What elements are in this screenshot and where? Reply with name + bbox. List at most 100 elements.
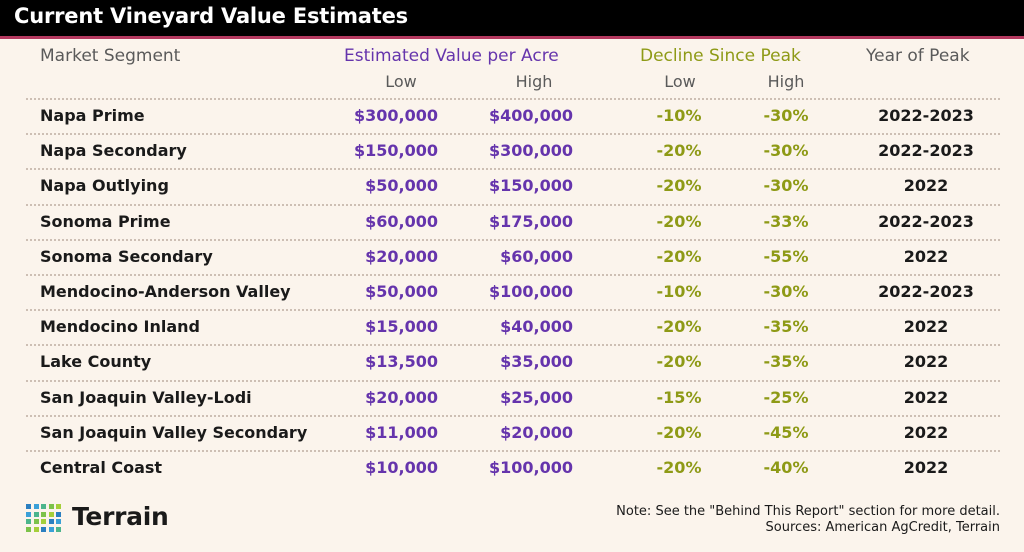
value-low: $15,000 <box>365 317 438 337</box>
logo-dot <box>33 511 39 517</box>
logo-dot <box>41 519 46 524</box>
subheader-value-low: Low <box>385 72 417 91</box>
logo-dot <box>41 504 46 509</box>
table-row: Napa Secondary $150,000 $300,000 -20% -30% 20… <box>26 133 1000 168</box>
subheader-decline-low: Low <box>664 72 696 91</box>
logo-dot <box>26 519 31 524</box>
footer-note: Note: See the "Behind This Report" secti… <box>616 504 1000 536</box>
decline-high: -30% <box>763 106 809 125</box>
decline-high: -45% <box>763 422 809 442</box>
decline-high: -35% <box>763 352 809 372</box>
value-low: $60,000 <box>365 211 438 231</box>
value-high: $150,000 <box>488 176 573 196</box>
sources-text: Sources: American AgCredit, Terrain <box>765 520 1000 535</box>
logo-dot <box>56 511 61 517</box>
logo-dot <box>56 504 61 509</box>
header-estimated-value: Estimated Value per Acre <box>344 46 559 66</box>
value-low: $300,000 <box>353 106 438 125</box>
decline-high: -30% <box>763 176 809 196</box>
decline-high: -25% <box>763 387 809 407</box>
value-high: $60,000 <box>500 246 573 266</box>
value-low: $150,000 <box>353 141 438 161</box>
table-row: Central Coast $10,000 $100,000 -20% -40% 2022 <box>26 450 1000 485</box>
title-bar: Current Vineyard Value Estimates <box>0 0 1024 39</box>
logo-dot <box>56 519 61 524</box>
year-of-peak: 2022-2023 <box>878 106 974 125</box>
decline-low: -10% <box>656 106 702 125</box>
logo-dot <box>33 504 39 509</box>
logo-dot <box>26 511 31 517</box>
decline-low: -20% <box>656 458 702 477</box>
decline-low: -20% <box>656 422 702 442</box>
value-low: $11,000 <box>365 422 438 442</box>
table-row: Sonoma Secondary $20,000 $60,000 -20% -55% 20… <box>26 238 1000 274</box>
decline-high: -33% <box>763 211 809 231</box>
terrain-dot-grid-icon <box>26 504 62 534</box>
year-of-peak: 2022 <box>903 176 949 196</box>
logo-dot <box>33 526 39 532</box>
logo-dot <box>56 526 61 532</box>
value-low: $20,000 <box>365 387 438 407</box>
table-row: Lake County $13,500 $35,000 -20% -35% 2022 <box>26 344 1000 379</box>
segment-name: Central Coast <box>40 458 163 477</box>
segment-name: Sonoma Secondary <box>40 246 213 266</box>
year-of-peak: 2022 <box>903 387 949 407</box>
segment-name: Napa Outlying <box>40 176 169 196</box>
logo-dot <box>41 526 46 532</box>
value-low: $13,500 <box>365 352 438 372</box>
header-decline-since-peak: Decline Since Peak <box>640 46 801 66</box>
table-row: San Joaquin Valley-Lodi $20,000 $25,000 -15… <box>26 379 1000 415</box>
segment-name: San Joaquin Valley Secondary <box>40 422 308 442</box>
logo-dot <box>48 504 54 509</box>
subheader-value-high: High <box>515 72 553 91</box>
logo-dot <box>48 526 54 532</box>
value-low: $50,000 <box>365 282 438 301</box>
segment-name: Napa Prime <box>40 106 145 125</box>
decline-low: -20% <box>656 141 702 161</box>
table-row: Napa Prime $300,000 $400,000 -10% -30% 2022-2… <box>26 98 1000 133</box>
decline-low: -10% <box>656 282 702 301</box>
header-market-segment: Market Segment <box>40 46 181 66</box>
year-of-peak: 2022 <box>903 352 949 372</box>
decline-low: -20% <box>656 317 702 337</box>
value-high: $35,000 <box>500 352 573 372</box>
segment-name: Mendocino-Anderson Valley <box>40 282 291 301</box>
subheader-decline-high: High <box>767 72 805 91</box>
decline-low: -20% <box>656 176 702 196</box>
logo-text: Terrain <box>72 502 169 531</box>
value-high: $400,000 <box>488 106 573 125</box>
page-title: Current Vineyard Value Estimates <box>14 4 408 28</box>
terrain-logo: Terrain <box>26 502 186 536</box>
year-of-peak: 2022-2023 <box>878 211 974 231</box>
segment-name: San Joaquin Valley-Lodi <box>40 387 252 407</box>
segment-name: Mendocino Inland <box>40 317 200 337</box>
decline-high: -55% <box>763 246 809 266</box>
decline-low: -20% <box>656 211 702 231</box>
segment-name: Sonoma Prime <box>40 211 171 231</box>
note-text: Note: See the "Behind This Report" secti… <box>616 504 1000 519</box>
year-of-peak: 2022-2023 <box>878 141 974 161</box>
year-of-peak: 2022 <box>903 246 949 266</box>
logo-dot <box>41 511 46 517</box>
logo-dot <box>48 519 54 524</box>
value-low: $20,000 <box>365 246 438 266</box>
decline-low: -15% <box>656 387 702 407</box>
value-high: $100,000 <box>488 458 573 477</box>
logo-dot <box>48 511 54 517</box>
year-of-peak: 2022 <box>903 458 949 477</box>
value-high: $175,000 <box>488 211 573 231</box>
decline-low: -20% <box>656 246 702 266</box>
value-high: $25,000 <box>500 387 573 407</box>
table-row: Mendocino-Anderson Valley $50,000 $100,000… <box>26 274 1000 309</box>
table-row: Napa Outlying $50,000 $150,000 -20% -30% 2022 <box>26 168 1000 203</box>
table-row: Sonoma Prime $60,000 $175,000 -20% -33% 2022-… <box>26 203 1000 239</box>
decline-high: -30% <box>763 141 809 161</box>
year-of-peak: 2022 <box>903 422 949 442</box>
value-high: $20,000 <box>500 422 573 442</box>
value-high: $300,000 <box>488 141 573 161</box>
logo-dot <box>26 526 31 532</box>
value-low: $10,000 <box>365 458 438 477</box>
segment-name: Napa Secondary <box>40 141 187 161</box>
header-year-of-peak: Year of Peak <box>866 46 970 66</box>
logo-dot <box>26 504 31 509</box>
